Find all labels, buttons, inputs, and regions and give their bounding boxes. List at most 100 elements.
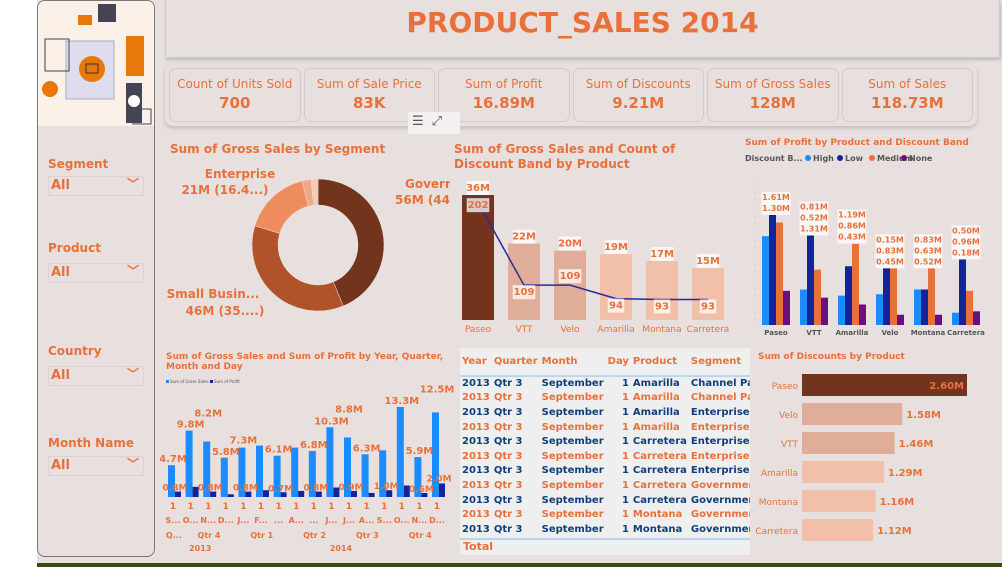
gross-label: 5.9M: [406, 446, 434, 457]
bar-medium: [890, 268, 897, 325]
bar-low: [807, 235, 814, 325]
sales-detail-table[interactable]: YearQuarterMonthDayProductSegmentCo2013Q…: [460, 348, 750, 555]
filter-label: Country: [48, 344, 102, 358]
table-cell: September: [541, 494, 604, 506]
bar-profit: [263, 490, 269, 497]
slice-label: 21M (16.4...): [181, 183, 268, 197]
table-cell: 2013: [462, 392, 490, 404]
category-label: Velo: [560, 325, 579, 335]
bar-label-bg: [799, 201, 829, 214]
visual-header: ☰ ⤢: [408, 112, 460, 134]
bar-high: [914, 289, 921, 325]
bar-profit: [315, 491, 322, 497]
day-label: 1: [223, 502, 229, 512]
bar-gross-sales: [220, 457, 228, 497]
bar-label-bg: [799, 212, 829, 225]
bar-label: 1.30M: [762, 204, 790, 213]
bar-high: [800, 289, 807, 325]
column-header[interactable]: Product: [630, 348, 689, 377]
table-cell: Enterprise: [690, 406, 750, 418]
filter-icon[interactable]: ☰: [412, 114, 424, 129]
legend-marker: [901, 155, 907, 161]
category-label: Montana: [759, 498, 798, 508]
month-label: O...: [183, 516, 199, 525]
column-header[interactable]: Day: [605, 348, 631, 377]
column-header[interactable]: Quarter: [491, 348, 540, 377]
kpi-card: Sum of Gross Sales 128M: [707, 68, 839, 122]
line-label-bg: [512, 285, 536, 300]
chevron-down-icon: ﹀: [126, 177, 139, 191]
time-chart-title: Sum of Gross Sales and Sum of Profit by …: [166, 352, 444, 372]
category-label: VTT: [806, 329, 821, 337]
bar-profit: [386, 490, 393, 497]
bar-label: 22M: [512, 232, 536, 243]
category-label: Velo: [779, 411, 798, 421]
table-cell: 1: [621, 421, 629, 433]
day-label: 1: [311, 502, 317, 512]
bar-profit: [439, 483, 445, 497]
table-cell: 1: [621, 378, 629, 390]
legend-label: High: [813, 154, 834, 163]
legend-marker: [210, 380, 213, 383]
table-cell: 2013: [462, 494, 490, 506]
year-label: 2014: [330, 544, 353, 553]
table-cell: Carretera: [632, 494, 687, 506]
bar-profit: [210, 491, 217, 497]
column-header[interactable]: Year: [460, 348, 492, 377]
table-cell: 2013: [462, 523, 490, 535]
bar-profit: [245, 491, 252, 497]
bar-high: [876, 294, 883, 325]
month-label: J...: [324, 516, 337, 525]
filter-dropdown-product[interactable]: All ﹀: [48, 263, 144, 283]
table-cell: Amarilla: [632, 378, 680, 390]
bar-gross-sales: [432, 412, 439, 497]
bar-label: 0.83M: [876, 246, 904, 255]
year-label: 2013: [189, 544, 211, 553]
table-cell: Qtr 3: [493, 523, 523, 535]
line-label: 94: [609, 301, 623, 312]
bar-low: [883, 268, 890, 325]
gross-sales-discount-combo-chart: 36M Paseo 22M VTT 20M Velo 19M Amarilla 17M Monta…: [462, 181, 729, 335]
bar-label: 1.12M: [877, 526, 912, 537]
table-cell: Qtr 3: [493, 479, 523, 491]
month-label: O...: [394, 516, 410, 525]
table-cell: Qtr 3: [493, 450, 523, 462]
donut-slice: [317, 178, 385, 307]
table-cell: 1: [621, 465, 629, 477]
bar-label: 36M: [466, 183, 490, 194]
column-header[interactable]: Month: [539, 348, 606, 377]
table-cell: Government: [690, 479, 750, 491]
bar-label-bg: [837, 220, 867, 233]
bar-label: 19M: [604, 242, 628, 253]
filter-dropdown-segment[interactable]: All ﹀: [48, 176, 144, 196]
bar-label-bg: [650, 246, 674, 261]
bar-label: 0.86M: [838, 222, 866, 231]
filter-dropdown-country[interactable]: All ﹀: [48, 366, 144, 386]
focus-mode-icon[interactable]: ⤢: [431, 114, 443, 129]
bar-label: 1.29M: [888, 468, 923, 479]
filter-dropdown-month-name[interactable]: All ﹀: [48, 456, 144, 476]
column-header[interactable]: Segment: [688, 348, 750, 377]
legend-marker: [837, 155, 843, 161]
bar-label: 1.61M: [762, 193, 790, 202]
table-cell: 2013: [462, 436, 490, 448]
bar-label-bg: [875, 256, 905, 269]
month-label: ...: [274, 516, 283, 525]
bar-high: [762, 236, 769, 325]
bar-label: 2.60M: [929, 381, 964, 392]
bar-high: [838, 295, 845, 325]
bar-label-bg: [799, 223, 829, 236]
bar-label: 0.96M: [952, 237, 980, 246]
